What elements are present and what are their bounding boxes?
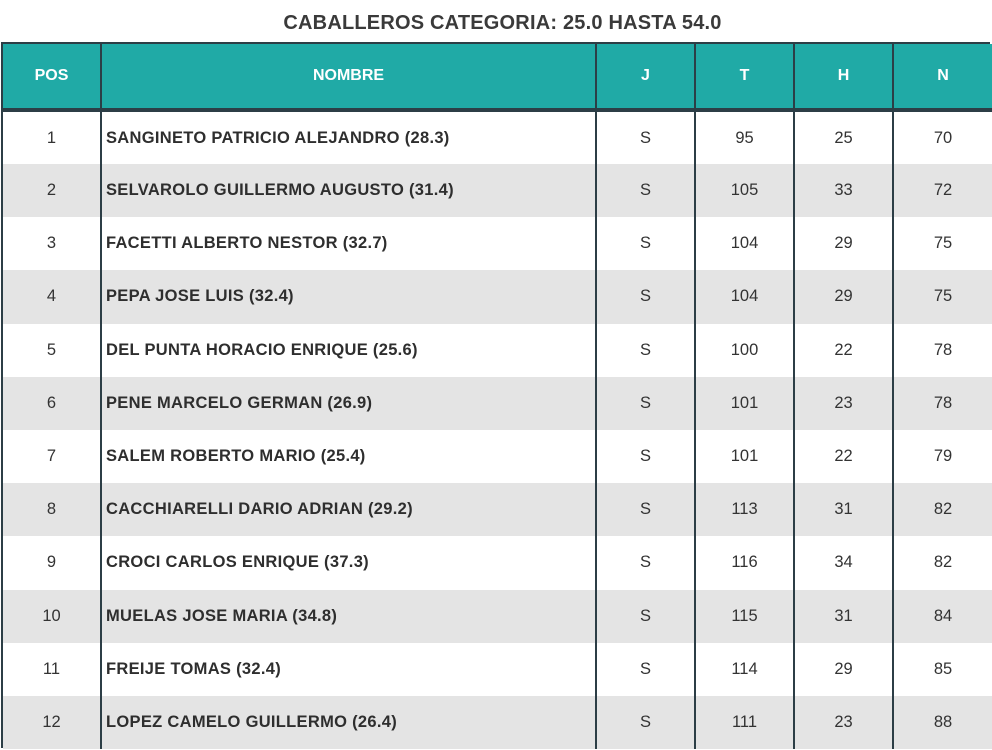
cell-t: 115	[694, 589, 794, 643]
cell-n: 78	[892, 323, 992, 377]
cell-nombre: FACETTI ALBERTO NESTOR (32.7)	[100, 217, 596, 271]
cell-pos: 3	[3, 217, 101, 271]
table-row: 4 PEPA JOSE LUIS (32.4) S 104 29 75	[3, 270, 992, 324]
cell-nombre: SELVAROLO GUILLERMO AUGUSTO (31.4)	[100, 164, 596, 218]
cell-h: 33	[793, 164, 893, 218]
cell-pos: 4	[3, 270, 101, 324]
cell-n: 82	[892, 483, 992, 537]
cell-pos: 7	[3, 429, 101, 484]
cell-h: 31	[793, 589, 893, 643]
cell-j: S	[595, 483, 695, 537]
table-row: 2 SELVAROLO GUILLERMO AUGUSTO (31.4) S 105 3…	[3, 164, 992, 218]
table-row: 12 LOPEZ CAMELO GUILLERMO (26.4) S 111 23 88	[3, 695, 992, 750]
cell-t: 116	[694, 536, 794, 590]
cell-j: S	[595, 589, 695, 643]
cell-j: S	[595, 376, 695, 430]
cell-n: 78	[892, 376, 992, 430]
cell-t: 114	[694, 642, 794, 696]
cell-nombre: PEPA JOSE LUIS (32.4)	[100, 270, 596, 324]
cell-t: 111	[694, 695, 794, 750]
cell-n: 70	[892, 110, 992, 164]
cell-pos: 5	[3, 323, 101, 377]
cell-h: 31	[793, 483, 893, 537]
cell-h: 29	[793, 642, 893, 696]
cell-t: 105	[694, 164, 794, 218]
cell-t: 104	[694, 270, 794, 324]
cell-n: 79	[892, 429, 992, 484]
table-row: 7 SALEM ROBERTO MARIO (25.4) S 101 22 79	[3, 429, 992, 484]
cell-pos: 6	[3, 376, 101, 430]
cell-t: 101	[694, 429, 794, 484]
results-table: POS NOMBRE J T H N 1 SANGINETO PATRICIO A…	[1, 42, 992, 750]
table-row: 1 SANGINETO PATRICIO ALEJANDRO (28.3) S 95 2…	[3, 110, 992, 164]
cell-pos: 9	[3, 536, 101, 590]
cell-nombre: FREIJE TOMAS (32.4)	[100, 642, 596, 696]
cell-j: S	[595, 536, 695, 590]
cell-n: 85	[892, 642, 992, 696]
cell-h: 29	[793, 270, 893, 324]
table-row: 3 FACETTI ALBERTO NESTOR (32.7) S 104 29 75	[3, 217, 992, 271]
cell-j: S	[595, 270, 695, 324]
cell-n: 88	[892, 695, 992, 750]
cell-n: 84	[892, 589, 992, 643]
cell-h: 23	[793, 376, 893, 430]
cell-pos: 8	[3, 483, 101, 537]
cell-nombre: DEL PUNTA HORACIO ENRIQUE (25.6)	[100, 323, 596, 377]
cell-nombre: LOPEZ CAMELO GUILLERMO (26.4)	[100, 695, 596, 750]
cell-nombre: SALEM ROBERTO MARIO (25.4)	[100, 429, 596, 484]
cell-nombre: CACCHIARELLI DARIO ADRIAN (29.2)	[100, 483, 596, 537]
cell-h: 23	[793, 695, 893, 750]
column-header-h: H	[793, 44, 893, 112]
cell-t: 113	[694, 483, 794, 537]
cell-nombre: CROCI CARLOS ENRIQUE (37.3)	[100, 536, 596, 590]
page-title: CABALLEROS CATEGORIA: 25.0 HASTA 54.0	[283, 12, 722, 34]
table-row: 9 CROCI CARLOS ENRIQUE (37.3) S 116 34 82	[3, 536, 992, 590]
table-row: 5 DEL PUNTA HORACIO ENRIQUE (25.6) S 100 22 7…	[3, 323, 992, 377]
cell-j: S	[595, 642, 695, 696]
cell-j: S	[595, 110, 695, 164]
table-row: 11 FREIJE TOMAS (32.4) S 114 29 85	[3, 642, 992, 696]
cell-nombre: PENE MARCELO GERMAN (26.9)	[100, 376, 596, 430]
cell-h: 25	[793, 110, 893, 164]
cell-t: 101	[694, 376, 794, 430]
column-header-nombre: NOMBRE	[100, 44, 596, 112]
cell-h: 34	[793, 536, 893, 590]
cell-n: 72	[892, 164, 992, 218]
cell-pos: 11	[3, 642, 101, 696]
column-header-pos: POS	[3, 44, 101, 112]
cell-j: S	[595, 217, 695, 271]
cell-t: 100	[694, 323, 794, 377]
column-header-n: N	[892, 44, 992, 112]
column-header-t: T	[694, 44, 794, 112]
cell-nombre: MUELAS JOSE MARIA (34.8)	[100, 589, 596, 643]
cell-nombre: SANGINETO PATRICIO ALEJANDRO (28.3)	[100, 110, 596, 164]
table-row: 10 MUELAS JOSE MARIA (34.8) S 115 31 84	[3, 589, 992, 643]
cell-pos: 1	[3, 110, 101, 164]
cell-n: 75	[892, 270, 992, 324]
cell-pos: 12	[3, 695, 101, 750]
cell-n: 82	[892, 536, 992, 590]
cell-j: S	[595, 429, 695, 484]
column-header-j: J	[595, 44, 695, 112]
cell-h: 29	[793, 217, 893, 271]
cell-h: 22	[793, 429, 893, 484]
cell-j: S	[595, 164, 695, 218]
cell-t: 95	[694, 110, 794, 164]
cell-j: S	[595, 695, 695, 750]
cell-pos: 10	[3, 589, 101, 643]
cell-t: 104	[694, 217, 794, 271]
cell-pos: 2	[3, 164, 101, 218]
cell-n: 75	[892, 217, 992, 271]
table-row: 8 CACCHIARELLI DARIO ADRIAN (29.2) S 113 31 8…	[3, 483, 992, 537]
cell-j: S	[595, 323, 695, 377]
cell-h: 22	[793, 323, 893, 377]
table-header-row: POS NOMBRE J T H N	[3, 44, 992, 112]
table-row: 6 PENE MARCELO GERMAN (26.9) S 101 23 78	[3, 376, 992, 430]
